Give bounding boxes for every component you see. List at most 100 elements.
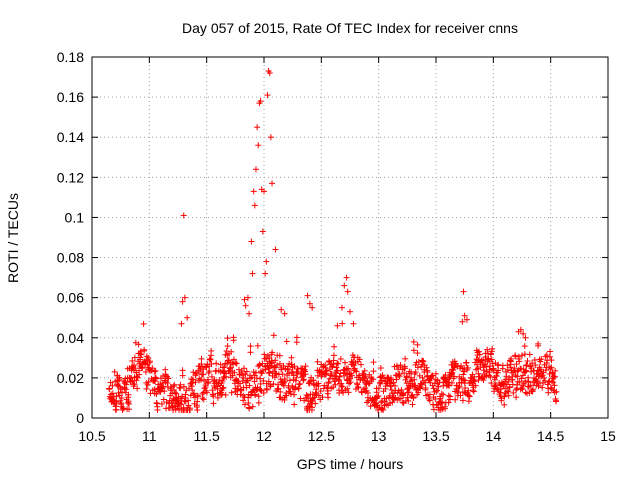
scatter-point	[270, 332, 277, 339]
scatter-point	[317, 388, 324, 395]
scatter-point	[486, 369, 493, 376]
scatter-point	[344, 385, 351, 392]
scatter-point	[151, 368, 158, 375]
scatter-point	[233, 360, 240, 367]
scatter-point	[447, 393, 454, 400]
scatter-point	[213, 360, 220, 367]
scatter-point	[530, 386, 537, 393]
scatter-point-outlier	[343, 274, 350, 281]
scatter-point	[369, 376, 376, 383]
scatter-point	[409, 401, 416, 408]
scatter-point	[451, 373, 458, 380]
scatter-point	[116, 376, 123, 383]
scatter-point	[240, 392, 247, 399]
scatter-point	[191, 390, 198, 397]
scatter-point	[220, 374, 227, 381]
scatter-point	[393, 362, 400, 369]
scatter-point	[269, 349, 276, 356]
scatter-point	[523, 361, 530, 368]
scatter-point	[162, 366, 169, 373]
y-tick-label: 0.1	[65, 209, 85, 225]
scatter-point	[445, 399, 452, 406]
scatter-point	[333, 373, 340, 380]
scatter-point	[288, 354, 295, 361]
scatter-point-outlier	[306, 300, 313, 307]
scatter-point-outlier	[259, 228, 266, 235]
scatter-point	[145, 378, 152, 385]
scatter-point	[265, 365, 272, 372]
scatter-point	[548, 378, 555, 385]
scatter-point	[171, 381, 178, 388]
scatter-point	[255, 393, 262, 400]
scatter-point	[442, 405, 449, 412]
scatter-point	[198, 361, 205, 368]
scatter-point	[135, 341, 142, 348]
scatter-point	[267, 383, 274, 390]
scatter-point	[319, 394, 326, 401]
scatter-point	[330, 352, 337, 359]
scatter-point	[194, 406, 201, 413]
scatter-point-outlier	[334, 322, 341, 329]
scatter-point	[220, 384, 227, 391]
scatter-point	[375, 392, 382, 399]
scatter-point	[198, 355, 205, 362]
scatter-point	[414, 350, 421, 357]
scatter-point	[362, 388, 369, 395]
scatter-point-outlier	[251, 202, 258, 209]
scatter-point	[225, 357, 232, 364]
scatter-point	[378, 399, 385, 406]
scatter-point	[236, 366, 243, 373]
scatter-point	[457, 362, 464, 369]
scatter-point-outlier	[254, 124, 261, 131]
scatter-point	[203, 389, 210, 396]
scatter-point	[457, 392, 464, 399]
scatter-point	[189, 387, 196, 394]
scatter-point	[143, 385, 150, 392]
scatter-point	[200, 396, 207, 403]
scatter-point	[495, 367, 502, 374]
scatter-point	[210, 393, 217, 400]
scatter-point	[402, 365, 409, 372]
scatter-point	[484, 346, 491, 353]
y-tick-label: 0.12	[57, 169, 84, 185]
scatter-point	[170, 386, 177, 393]
scatter-point	[131, 354, 138, 361]
scatter-point	[358, 361, 365, 368]
scatter-point	[551, 382, 558, 389]
x-tick-label: 15	[600, 428, 616, 444]
scatter-point	[488, 356, 495, 363]
scatter-point	[541, 374, 548, 381]
scatter-point	[472, 382, 479, 389]
scatter-point	[205, 379, 212, 386]
scatter-point-outlier	[347, 308, 353, 315]
scatter-point	[221, 370, 228, 377]
scatter-point	[180, 383, 187, 390]
scatter-point-outlier	[309, 304, 316, 311]
scatter-point	[185, 402, 192, 409]
scatter-point	[553, 397, 560, 404]
scatter-point	[291, 401, 298, 408]
scatter-point	[161, 388, 168, 395]
scatter-point	[308, 398, 315, 405]
scatter-point-outlier	[178, 320, 185, 327]
scatter-point	[132, 365, 139, 372]
scatter-point	[125, 400, 132, 407]
scatter-point	[395, 372, 402, 379]
scatter-point	[516, 358, 523, 365]
scatter-point	[208, 373, 215, 380]
scatter-point	[158, 400, 165, 407]
scatter-point	[462, 384, 469, 391]
scatter-point	[120, 405, 127, 412]
scatter-point	[119, 389, 126, 396]
scatter-point	[332, 381, 339, 388]
scatter-point	[281, 396, 288, 403]
scatter-point-outlier	[266, 70, 273, 77]
scatter-point	[303, 392, 310, 399]
scatter-point	[334, 360, 341, 367]
scatter-point	[276, 352, 283, 359]
scatter-point	[535, 383, 542, 390]
scatter-point	[552, 373, 559, 380]
scatter-point	[297, 380, 304, 387]
scatter-point-outlier	[304, 292, 311, 299]
